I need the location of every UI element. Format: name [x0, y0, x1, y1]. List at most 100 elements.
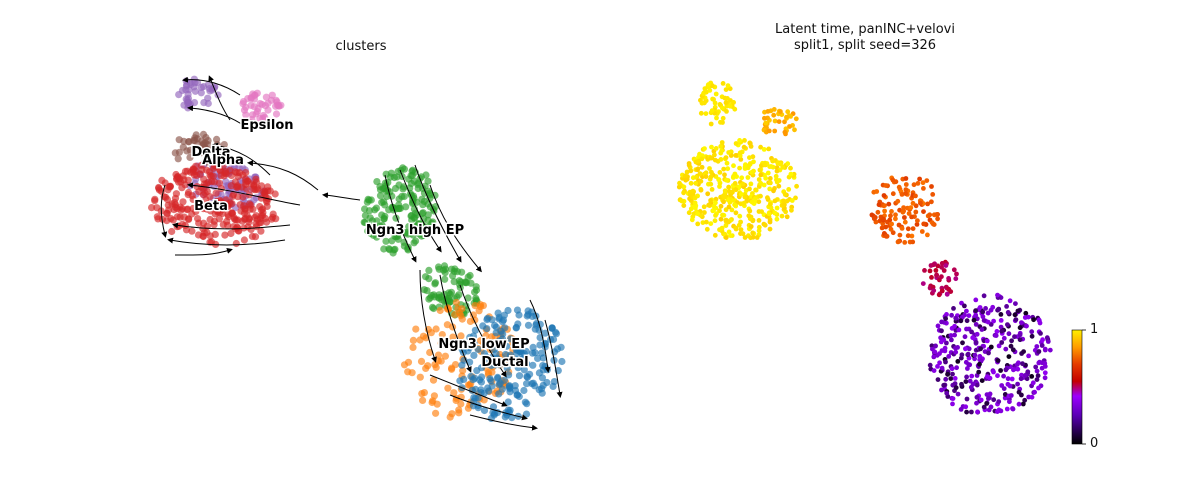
streamline [419, 269, 437, 363]
latent-time-point [1042, 370, 1048, 376]
latent-time-point [717, 184, 722, 189]
cluster-point [239, 98, 248, 106]
cluster-point [391, 245, 399, 253]
latent-time-point [756, 199, 762, 205]
latent-time-point [756, 177, 762, 182]
cluster-point [483, 316, 491, 324]
cluster-point [430, 392, 438, 400]
latent-time-point [1013, 301, 1018, 306]
latent-time-point [995, 373, 1000, 379]
latent-time-point [684, 169, 690, 175]
latent-time-point [1034, 368, 1040, 374]
cluster-point [193, 183, 201, 191]
cluster-point [524, 321, 533, 329]
latent-time-point [962, 334, 968, 340]
latent-time-point [742, 138, 747, 143]
latent-time-point [981, 293, 987, 299]
cluster-point [441, 269, 449, 277]
latent-time-point [718, 216, 724, 222]
latent-time-point [1009, 338, 1014, 344]
latent-time-point [889, 209, 894, 214]
cluster-point [203, 158, 211, 166]
cluster-point [457, 312, 465, 320]
cluster-point [505, 371, 513, 379]
cluster-point [211, 210, 219, 218]
cluster-point [422, 364, 430, 372]
cluster-point [189, 204, 197, 213]
cluster-point [394, 235, 402, 243]
cluster-point [197, 89, 205, 97]
latent-time-point [929, 184, 934, 189]
latent-time-point [983, 306, 988, 311]
cluster-point [184, 176, 192, 184]
latent-time-point [970, 381, 976, 387]
cluster-point [153, 213, 161, 221]
latent-time-point [888, 213, 893, 219]
streamline [322, 192, 361, 201]
latent-time-point [688, 206, 694, 212]
latent-time-point [771, 188, 776, 194]
latent-time-point [687, 189, 693, 195]
latent-time-point [869, 212, 875, 218]
latent-time-point [903, 182, 909, 187]
latent-time-point [964, 409, 969, 415]
cluster-point [471, 394, 479, 402]
cluster-point [200, 184, 208, 192]
latent-time-point [698, 187, 704, 193]
latent-time-point [1047, 347, 1053, 353]
cluster-label: Epsilon [240, 118, 293, 133]
latent-time-point [750, 230, 756, 236]
cluster-point [419, 221, 427, 229]
cluster-point [361, 212, 369, 220]
latent-time-point [973, 339, 979, 345]
latent-time-point [724, 160, 730, 166]
cluster-point [257, 206, 265, 214]
latent-time-point [713, 196, 719, 202]
cluster-point [369, 231, 377, 239]
latent-time-point [987, 391, 993, 397]
latent-time-point [717, 170, 723, 175]
cluster-point [504, 398, 512, 406]
cluster-point [478, 364, 486, 372]
latent-time-point [973, 297, 979, 303]
latent-time-point [881, 193, 887, 198]
latent-time-point [767, 226, 773, 232]
latent-time-point [751, 168, 756, 174]
latent-time-point [782, 202, 787, 208]
latent-time-point [986, 396, 991, 401]
left-panel-title: clusters [261, 39, 461, 55]
latent-time-point [944, 340, 949, 346]
latent-time-point [772, 128, 778, 134]
cluster-point [372, 204, 380, 212]
cluster-point [202, 196, 210, 204]
latent-time-point [959, 381, 964, 387]
latent-time-point [676, 184, 682, 190]
cluster-point [217, 185, 225, 193]
cluster-point [191, 167, 199, 175]
latent-time-point [934, 212, 939, 217]
latent-time-point [935, 364, 940, 369]
latent-time-point [1019, 372, 1024, 378]
latent-time-point [991, 369, 996, 375]
latent-time-point [726, 204, 732, 210]
cluster-point [418, 195, 426, 203]
latent-time-point [770, 158, 776, 164]
cluster-point [503, 364, 511, 372]
cluster-point [472, 283, 480, 291]
cluster-point [155, 184, 163, 192]
latent-time-point [946, 276, 951, 281]
cluster-point [420, 389, 428, 397]
latent-time-point [720, 105, 725, 111]
latent-time-point [929, 275, 934, 280]
latent-time-point [716, 177, 722, 183]
cluster-point [256, 100, 264, 108]
latent-time-point [896, 239, 902, 244]
cluster-point [452, 298, 460, 307]
latent-time-point [712, 232, 718, 238]
latent-time-point [897, 232, 903, 238]
streamline [174, 247, 233, 256]
latent-time-points [676, 80, 1053, 415]
latent-time-point [737, 150, 743, 156]
cluster-point [365, 207, 374, 215]
cluster-point [458, 361, 466, 369]
